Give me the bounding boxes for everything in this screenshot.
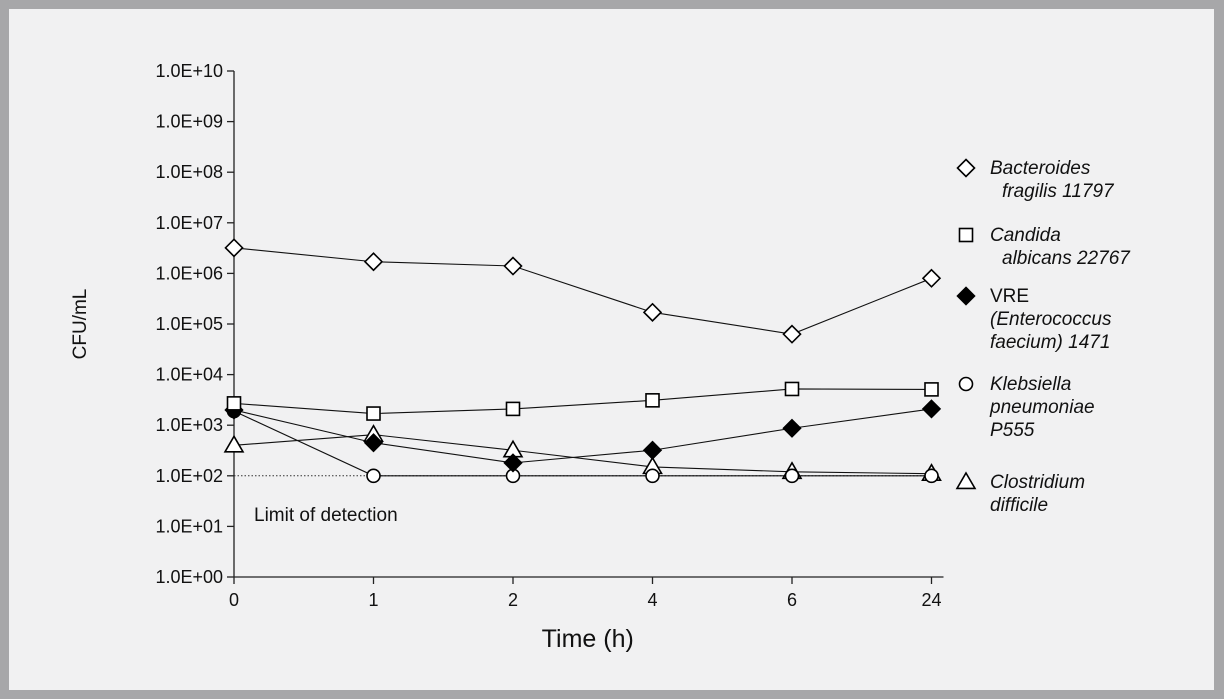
data-point-s1-0 <box>226 396 242 411</box>
data-point-s3-4 <box>784 468 800 484</box>
y-tick-label: 1.0E+02 <box>155 466 223 486</box>
x-tick-label: 2 <box>508 590 518 610</box>
legend-label-2: VRE <box>990 286 1029 307</box>
data-point-s3-5 <box>924 468 939 484</box>
series-lines <box>233 247 932 477</box>
axes: 1.0E+00 1.0E+01 1.0E+02 1.0E+03 1.0E+04 1.0E+… <box>70 61 944 653</box>
legend-marker-0 <box>956 158 976 178</box>
legend-label-3: pneumoniae <box>989 397 1095 418</box>
series-line-1 <box>233 388 932 415</box>
y-tick-label: 1.0E+00 <box>155 567 223 587</box>
series-markers <box>223 238 942 484</box>
legend-label-4: difficile <box>990 495 1048 516</box>
data-point-s0-0 <box>224 238 244 258</box>
data-point-s0-2 <box>503 256 523 276</box>
data-point-s4-0 <box>223 434 245 453</box>
x-axis-title: Time (h) <box>542 625 634 653</box>
y-tick-label: 1.0E+03 <box>155 415 223 435</box>
y-tick-label: 1.0E+07 <box>155 213 223 233</box>
legend-label-2: faecium) 1471 <box>990 332 1110 353</box>
legend-label-3: P555 <box>990 420 1035 441</box>
y-tick-label: 1.0E+08 <box>155 162 223 182</box>
y-tick-label: 1.0E+04 <box>155 365 223 385</box>
legend-marker-2 <box>956 286 976 306</box>
series-line-3 <box>233 410 932 477</box>
data-point-s2-3 <box>642 440 663 460</box>
y-tick-label: 1.0E+09 <box>155 112 223 132</box>
y-tick-label: 1.0E+06 <box>155 263 223 283</box>
data-point-s0-4 <box>782 324 802 344</box>
limit-of-detection-label: Limit of detection <box>254 505 398 526</box>
data-point-s2-5 <box>921 399 942 419</box>
series-line-2 <box>233 408 932 464</box>
legend-label-3: Klebsiella <box>990 374 1071 395</box>
y-tick-label: 1.0E+05 <box>155 314 223 334</box>
data-point-s0-5 <box>921 268 942 288</box>
limit-of-detection: Limit of detection <box>234 475 932 526</box>
data-point-s1-1 <box>366 406 381 421</box>
legend-label-1: Candida <box>990 225 1061 246</box>
x-tick-label: 6 <box>787 590 797 610</box>
data-point-s2-1 <box>363 433 384 453</box>
data-point-s0-3 <box>642 302 663 322</box>
data-point-s2-2 <box>503 453 523 473</box>
legend-label-1: albicans 22767 <box>1002 248 1131 269</box>
legend-marker-4 <box>955 471 977 490</box>
legend-marker-1 <box>958 227 974 243</box>
series-line-4 <box>233 434 932 475</box>
legend-label-2: (Enterococcus <box>990 309 1112 330</box>
series-line-0 <box>233 247 932 335</box>
x-tick-label: 0 <box>229 590 239 610</box>
data-point-s0-1 <box>363 252 384 272</box>
x-tick-label: 1 <box>368 590 378 610</box>
data-point-s1-5 <box>924 382 939 397</box>
chart-panel: 1.0E+00 1.0E+01 1.0E+02 1.0E+03 1.0E+04 1.0E+… <box>9 9 1214 690</box>
legend-label-4: Clostridium <box>990 472 1085 493</box>
data-point-s3-3 <box>645 468 660 484</box>
legend-label-0: fragilis 11797 <box>1002 181 1115 202</box>
legend-marker-3 <box>958 376 974 392</box>
data-point-s1-3 <box>645 393 660 408</box>
cfu-over-time-chart: 1.0E+00 1.0E+01 1.0E+02 1.0E+03 1.0E+04 1.0E+… <box>70 61 1131 653</box>
data-point-s3-1 <box>366 468 381 484</box>
data-point-s1-4 <box>784 381 800 397</box>
x-tick-label: 4 <box>647 590 657 610</box>
data-point-s2-4 <box>782 418 802 438</box>
y-tick-label: 1.0E+10 <box>155 61 223 81</box>
x-tick-label: 24 <box>921 590 941 610</box>
legend-label-0: Bacteroides <box>990 158 1091 179</box>
y-axis-title: CFU/mL <box>70 289 91 360</box>
y-tick-label: 1.0E+01 <box>155 516 223 536</box>
data-point-s1-2 <box>505 401 521 417</box>
